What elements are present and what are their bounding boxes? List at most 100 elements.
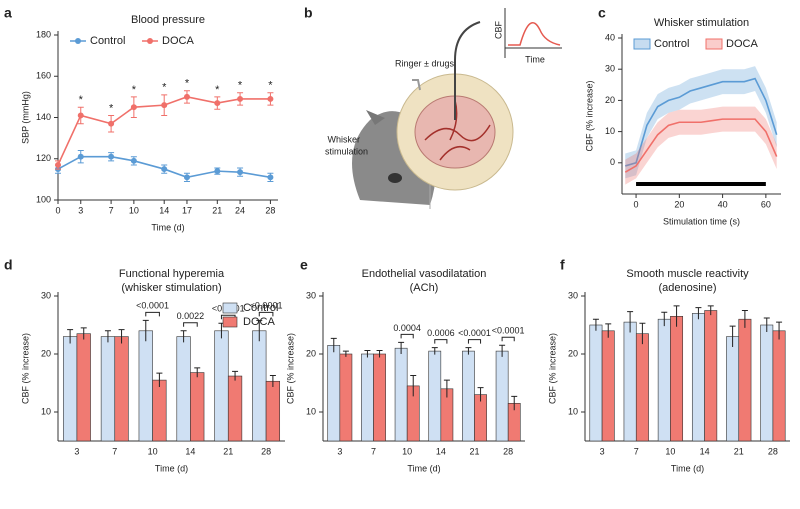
bar <box>114 336 129 442</box>
y-tick-label: 140 <box>36 112 51 122</box>
x-tick-label: 0 <box>55 205 60 215</box>
y-axis-label: CBF (% increase) <box>547 333 557 404</box>
error-bar <box>511 395 518 411</box>
probe <box>454 21 481 120</box>
legend-label: DOCA <box>243 316 275 328</box>
error-bar <box>142 319 149 342</box>
bar <box>738 318 752 442</box>
x-tick-label: 28 <box>261 446 271 456</box>
error-bar <box>194 367 201 378</box>
y-tick-label: 20 <box>568 348 578 358</box>
error-bar <box>67 329 74 344</box>
error-bar <box>443 379 450 398</box>
significance-mark: * <box>268 80 273 92</box>
x-tick-label: 7 <box>112 446 117 456</box>
error-bar <box>80 327 87 340</box>
p-value: <0.0001 <box>136 301 169 311</box>
y-tick-label: 120 <box>36 153 51 163</box>
x-tick-label: 14 <box>159 205 169 215</box>
legend-label: Control <box>654 38 689 50</box>
x-tick-label: 20 <box>674 199 684 209</box>
p-value: 0.0022 <box>177 311 205 321</box>
x-axis-label: Stimulation time (s) <box>663 216 740 226</box>
data-point <box>183 93 190 100</box>
error-bar <box>398 341 405 354</box>
bar <box>726 336 740 442</box>
bar <box>176 336 191 442</box>
y-tick-label: 30 <box>41 290 51 300</box>
bar <box>227 375 243 442</box>
y-tick-label: 40 <box>605 32 615 42</box>
error-bar <box>465 347 472 355</box>
bar <box>152 379 167 442</box>
error-bar <box>673 305 680 327</box>
error-bar <box>661 311 668 327</box>
x-tick-label: 28 <box>768 446 778 456</box>
significance-bracket <box>145 311 160 317</box>
bar <box>462 350 475 442</box>
data-point <box>108 120 115 127</box>
error-bar <box>342 350 349 357</box>
data-point <box>237 169 244 176</box>
y-tick-label: 30 <box>306 290 316 300</box>
legend-swatch <box>705 38 723 50</box>
y-tick-label: 0 <box>610 157 615 167</box>
significance-mark: * <box>238 80 243 92</box>
chart-title: Whisker stimulation <box>654 17 749 29</box>
error-bar <box>330 337 337 353</box>
legend-label: DOCA <box>162 35 194 47</box>
legend-swatch <box>222 302 238 314</box>
series-line <box>625 77 778 167</box>
y-axis-label: CBF (% increase) <box>285 333 295 404</box>
x-tick-label: 21 <box>734 446 744 456</box>
data-point <box>237 95 244 102</box>
y-axis-label: CBF (% increase) <box>584 80 594 151</box>
bar <box>704 310 718 442</box>
error-bar <box>707 305 714 316</box>
mouse-eye <box>388 173 402 183</box>
x-tick-label: 14 <box>185 446 195 456</box>
schematic: CBF Time Ringer ± drugs Whisker stimulat… <box>325 8 562 209</box>
bar <box>327 344 341 442</box>
chart-subtitle: (whisker stimulation) <box>121 282 221 294</box>
bar <box>138 330 153 442</box>
panel-label: d <box>4 257 13 273</box>
error-bar <box>592 318 599 331</box>
data-point <box>161 166 168 173</box>
chart-title: Blood pressure <box>131 14 205 26</box>
error-bar <box>741 310 748 328</box>
y-axis-label: SBP (mmHg) <box>20 91 30 144</box>
error-bar <box>729 325 736 348</box>
significance-mark: * <box>185 78 190 90</box>
data-point <box>108 153 115 160</box>
data-point <box>77 112 84 119</box>
panel-label: f <box>560 257 565 273</box>
error-band <box>625 66 777 179</box>
data-point <box>267 95 274 102</box>
whisker-label: stimulation <box>325 146 368 156</box>
x-tick-label: 28 <box>265 205 275 215</box>
bar <box>635 333 649 442</box>
x-tick-label: 21 <box>469 446 479 456</box>
chart-subtitle: (adenosine) <box>658 282 716 294</box>
significance-bracket <box>183 322 198 327</box>
p-value: <0.0001 <box>250 301 283 311</box>
x-tick-label: 7 <box>634 446 639 456</box>
y-tick-label: 20 <box>41 348 51 358</box>
y-tick-label: 100 <box>36 194 51 204</box>
panel-label: a <box>4 5 12 21</box>
bar <box>62 336 78 442</box>
x-tick-label: 21 <box>212 205 222 215</box>
error-band <box>625 106 777 185</box>
p-value: 0.0004 <box>393 323 421 333</box>
data-point <box>214 100 221 107</box>
x-tick-label: 7 <box>371 446 376 456</box>
bar <box>339 353 353 442</box>
bar <box>589 324 603 442</box>
error-bar <box>104 330 111 343</box>
x-tick-label: 0 <box>634 199 639 209</box>
p-value: <0.0001 <box>458 328 491 338</box>
bar <box>373 353 386 442</box>
error-bar <box>232 370 239 381</box>
